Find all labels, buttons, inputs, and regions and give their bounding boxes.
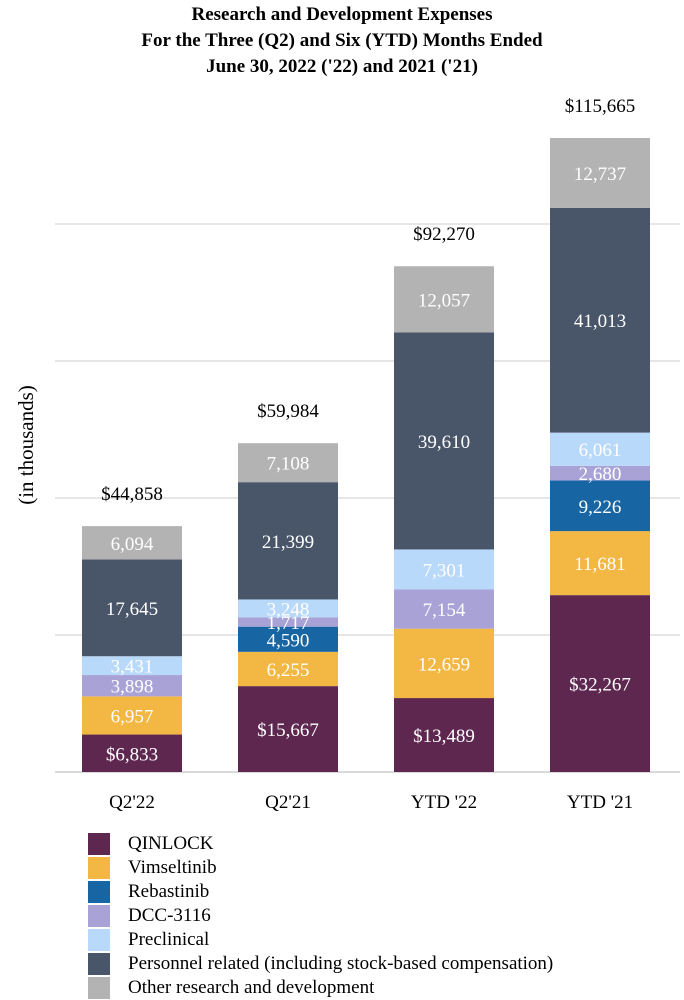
chart-title-group: Research and Development Expenses For th… bbox=[141, 4, 543, 77]
x-tick-labels: Q2'22 Q2'21 YTD '22 YTD '21 bbox=[109, 792, 633, 813]
segment-value-label: 6,061 bbox=[579, 440, 622, 461]
bar-segment bbox=[82, 734, 182, 772]
bar-segment bbox=[394, 266, 494, 333]
bar-segment bbox=[550, 595, 650, 772]
legend-label: Preclinical bbox=[128, 929, 210, 950]
bar-segment bbox=[82, 656, 182, 676]
segment-value-label: 1,717 bbox=[267, 613, 310, 634]
bar-segment bbox=[394, 589, 494, 629]
bar-segment bbox=[238, 443, 338, 483]
legend-swatch bbox=[88, 905, 110, 927]
segment-value-label: 3,248 bbox=[267, 599, 310, 620]
chart-title: Research and Development Expenses bbox=[191, 4, 492, 25]
segment-value-label: 17,645 bbox=[106, 599, 158, 620]
legend-swatch bbox=[88, 953, 110, 975]
segment-value-label: 11,681 bbox=[574, 554, 626, 575]
x-tick-label: Q2'22 bbox=[109, 792, 155, 813]
segment-value-label: 41,013 bbox=[574, 311, 626, 332]
segment-value-label: 6,957 bbox=[111, 706, 154, 727]
bar-total-label: $92,270 bbox=[413, 224, 475, 245]
segment-value-label: 7,108 bbox=[267, 454, 310, 475]
bar-segment bbox=[550, 465, 650, 481]
segment-value-label: 6,255 bbox=[267, 660, 310, 681]
legend-label: Other research and development bbox=[128, 977, 375, 998]
bar-segment bbox=[82, 526, 182, 560]
legend-label: Personnel related (including stock-based… bbox=[128, 953, 554, 974]
bar-segment bbox=[238, 626, 338, 652]
bar-segment bbox=[394, 549, 494, 590]
x-tick-label: YTD '21 bbox=[567, 792, 633, 813]
bar-segment bbox=[394, 698, 494, 772]
legend-label: Rebastinib bbox=[128, 881, 210, 902]
bar-segment bbox=[394, 332, 494, 550]
bar-segment bbox=[550, 207, 650, 433]
segment-value-label: 12,659 bbox=[418, 654, 470, 675]
segment-value-label: 7,301 bbox=[423, 560, 466, 581]
bar-total-label: $115,665 bbox=[565, 96, 636, 117]
bar-segment bbox=[550, 531, 650, 596]
segment-value-label: $15,667 bbox=[257, 720, 319, 741]
segment-value-label: $13,489 bbox=[413, 726, 475, 747]
segment-value-label: 12,057 bbox=[418, 290, 470, 311]
bar-segment bbox=[238, 482, 338, 600]
legend-swatch bbox=[88, 833, 110, 855]
segment-value-label: 39,610 bbox=[418, 432, 470, 453]
legend-swatch bbox=[88, 977, 110, 999]
bar-segment bbox=[550, 138, 650, 208]
y-axis-label: (in thousands) bbox=[14, 385, 38, 505]
chart-subtitle-line-1: For the Three (Q2) and Six (YTD) Months … bbox=[141, 30, 543, 51]
legend-label: Vimseltinib bbox=[128, 857, 217, 878]
segment-value-label: 12,737 bbox=[574, 164, 626, 185]
bar-segment bbox=[238, 686, 338, 772]
chart-subtitle-line-2: June 30, 2022 ('22) and 2021 ('21) bbox=[206, 56, 478, 77]
segment-value-label: 9,226 bbox=[579, 497, 622, 518]
legend-label: DCC-3116 bbox=[128, 905, 211, 926]
segment-value-label: 21,399 bbox=[262, 532, 314, 553]
segment-value-label: 2,680 bbox=[579, 464, 622, 485]
bar-segment bbox=[238, 599, 338, 618]
bar-segment bbox=[82, 675, 182, 697]
legend-swatch bbox=[88, 857, 110, 879]
bar-total-label: $44,858 bbox=[101, 484, 163, 505]
x-tick-label: YTD '22 bbox=[411, 792, 477, 813]
segment-value-label: 3,898 bbox=[111, 677, 154, 698]
legend-label: QINLOCK bbox=[128, 833, 214, 854]
bar-segment bbox=[238, 617, 338, 627]
bar-segment bbox=[82, 559, 182, 657]
segment-value-label: 7,154 bbox=[423, 600, 466, 621]
legend-swatch bbox=[88, 881, 110, 903]
legend-swatch bbox=[88, 929, 110, 951]
bar-segment bbox=[550, 432, 650, 466]
segment-value-label: 4,590 bbox=[267, 630, 310, 651]
bar-segment bbox=[550, 480, 650, 532]
segment-value-label: $6,833 bbox=[106, 744, 158, 765]
segment-value-label: 3,431 bbox=[111, 657, 154, 678]
segment-value-label: 6,094 bbox=[111, 534, 154, 555]
segment-value-label: $32,267 bbox=[569, 675, 631, 696]
bar-segment bbox=[394, 628, 494, 699]
x-tick-label: Q2'21 bbox=[265, 792, 311, 813]
bar-segment bbox=[238, 651, 338, 687]
bar-segment bbox=[82, 696, 182, 735]
bars bbox=[82, 138, 650, 772]
bar-total-label: $59,984 bbox=[257, 401, 319, 422]
